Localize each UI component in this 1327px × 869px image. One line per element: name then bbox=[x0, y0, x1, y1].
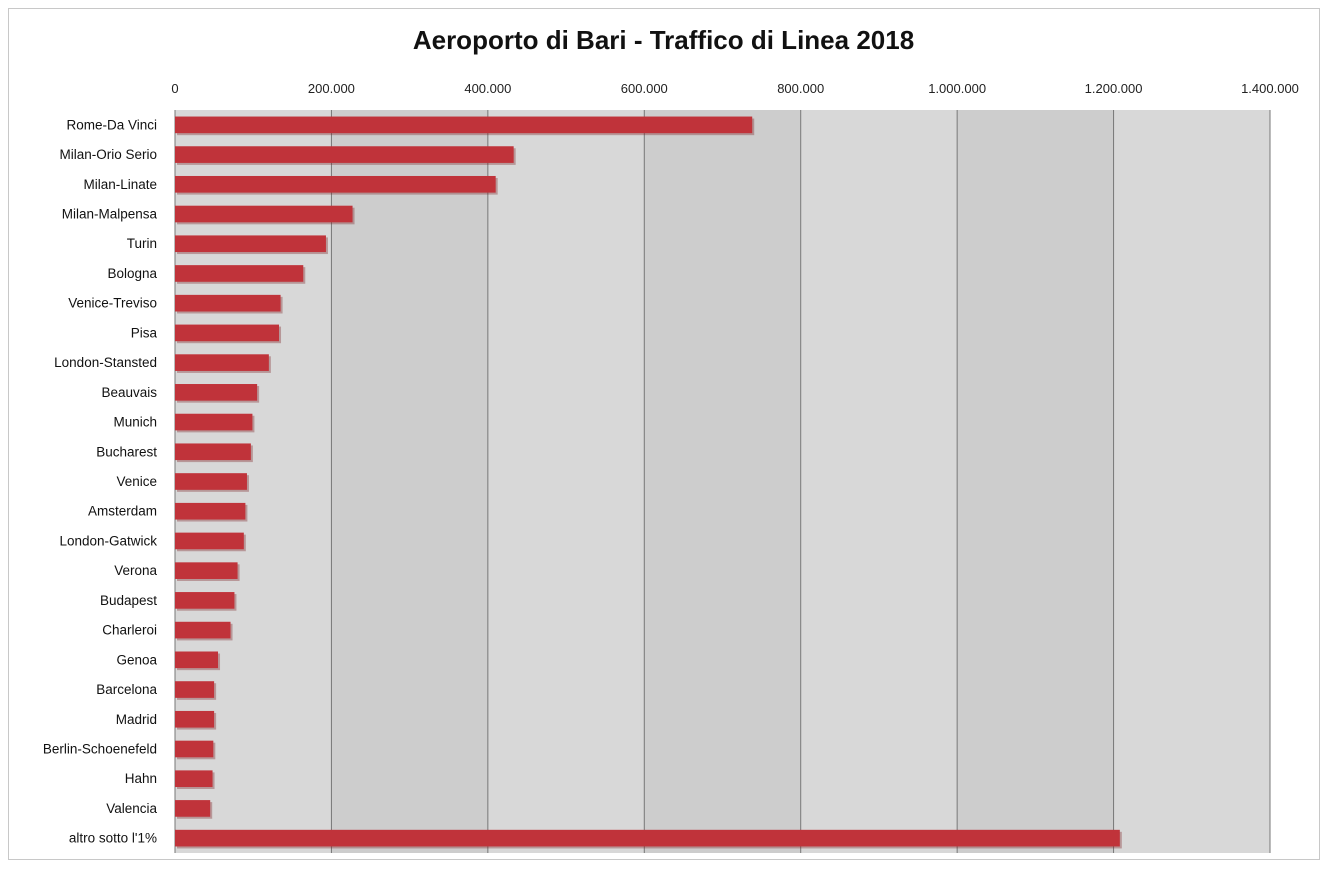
x-tick-label: 600.000 bbox=[621, 81, 668, 96]
x-tick-label: 400.000 bbox=[464, 81, 511, 96]
bar bbox=[175, 532, 244, 550]
bar bbox=[175, 413, 253, 431]
category-label: Genoa bbox=[116, 652, 157, 667]
bar bbox=[175, 175, 496, 193]
bar bbox=[175, 384, 258, 401]
x-tick-label: 1.400.000 bbox=[1241, 81, 1299, 96]
plot-band bbox=[487, 110, 645, 853]
bar bbox=[175, 562, 238, 579]
x-tick-label: 200.000 bbox=[308, 81, 355, 96]
bar bbox=[175, 354, 269, 371]
category-label: Turin bbox=[127, 236, 157, 251]
category-label: Hahn bbox=[125, 771, 157, 786]
bar bbox=[175, 502, 246, 520]
plot-band bbox=[957, 110, 1114, 853]
bar bbox=[175, 592, 235, 609]
plot-band bbox=[331, 110, 488, 853]
category-label: Madrid bbox=[116, 712, 157, 727]
category-label: London-Stansted bbox=[54, 355, 157, 370]
bar bbox=[175, 681, 215, 698]
bar bbox=[175, 829, 1120, 847]
bar bbox=[175, 146, 514, 163]
category-label: Rome-Da Vinci bbox=[66, 117, 157, 132]
bar bbox=[175, 443, 251, 461]
bar bbox=[175, 265, 304, 282]
x-tick-label: 0 bbox=[171, 81, 178, 96]
bar bbox=[175, 800, 211, 817]
bar bbox=[175, 710, 215, 728]
bar bbox=[175, 651, 219, 669]
category-label: Valencia bbox=[106, 801, 157, 816]
category-label: Budapest bbox=[100, 593, 157, 608]
category-label: Bologna bbox=[107, 266, 157, 281]
x-tick-label: 1.200.000 bbox=[1085, 81, 1143, 96]
bar bbox=[175, 770, 213, 788]
category-label: Milan-Linate bbox=[83, 177, 157, 192]
bar bbox=[175, 205, 353, 223]
x-tick-label: 800.000 bbox=[777, 81, 824, 96]
category-label: Venice-Treviso bbox=[68, 296, 157, 311]
chart-title: Aeroporto di Bari - Traffico di Linea 20… bbox=[412, 25, 915, 55]
bar bbox=[175, 621, 231, 639]
category-label: Venice bbox=[116, 474, 157, 489]
category-label: Verona bbox=[114, 563, 157, 578]
category-label: Milan-Orio Serio bbox=[59, 147, 157, 162]
category-label: Barcelona bbox=[96, 682, 157, 697]
bar bbox=[175, 324, 280, 342]
x-tick-label: 1.000.000 bbox=[928, 81, 986, 96]
category-label: London-Gatwick bbox=[59, 533, 157, 548]
category-label: Berlin-Schoenefeld bbox=[43, 741, 157, 756]
category-label: Beauvais bbox=[101, 385, 157, 400]
category-label: Bucharest bbox=[96, 444, 157, 459]
category-label: Amsterdam bbox=[88, 504, 157, 519]
plot-band bbox=[800, 110, 958, 853]
bar bbox=[175, 473, 247, 490]
category-label: Charleroi bbox=[102, 623, 157, 638]
plot-band bbox=[1113, 110, 1270, 853]
category-label: Munich bbox=[113, 415, 157, 430]
category-label: Milan-Malpensa bbox=[62, 207, 158, 222]
bar bbox=[175, 740, 214, 758]
category-label: Pisa bbox=[131, 325, 158, 340]
plot-band bbox=[644, 110, 801, 853]
bar bbox=[175, 116, 753, 134]
bar bbox=[175, 294, 281, 312]
category-label: altro sotto l'1% bbox=[69, 831, 157, 846]
bar bbox=[175, 235, 326, 253]
